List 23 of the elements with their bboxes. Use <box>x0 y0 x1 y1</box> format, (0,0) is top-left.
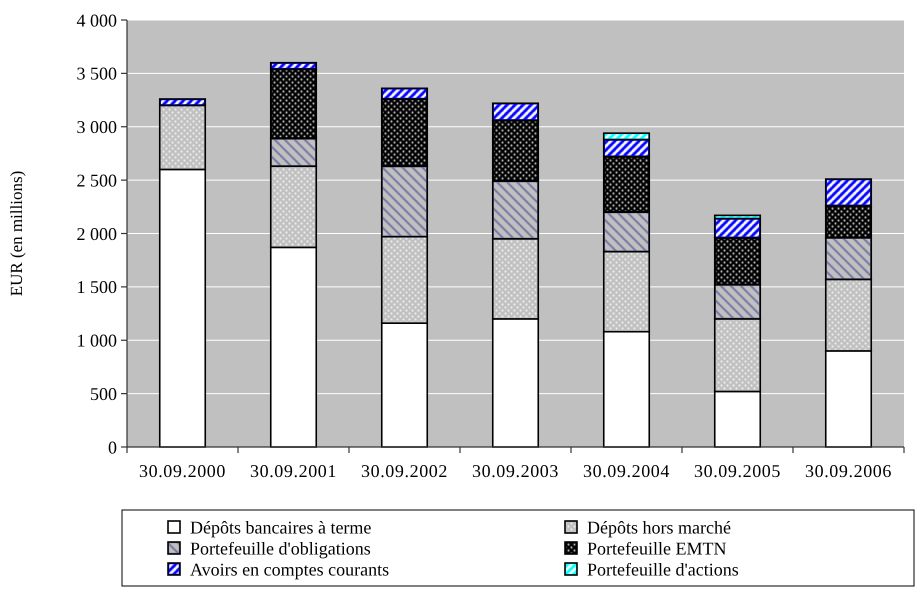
x-tick-label: 30.09.2006 <box>805 461 892 481</box>
y-tick-label: 2 500 <box>76 170 117 190</box>
y-tick-label: 3 500 <box>76 64 117 84</box>
x-tick-label: 30.09.2004 <box>583 461 670 481</box>
legend-label: Avoirs en comptes courants <box>190 559 390 580</box>
x-tick-label: 30.09.2002 <box>361 461 448 481</box>
y-tick-label: 1 000 <box>76 330 117 351</box>
x-tick-label: 30.09.2001 <box>250 461 337 481</box>
x-tick-label: 30.09.2000 <box>139 461 226 481</box>
y-axis-title: EUR (en millions) <box>7 170 26 296</box>
legend-label: Portefeuille d'actions <box>587 559 739 580</box>
legend-label: Portefeuille EMTN <box>587 538 726 558</box>
y-tick-label: 4 000 <box>76 10 117 30</box>
x-tick-label: 30.09.2003 <box>472 461 559 481</box>
x-tick-label: 30.09.2005 <box>694 461 781 481</box>
y-tick-label: 1 500 <box>76 277 117 298</box>
y-tick-label: 2 000 <box>76 224 117 244</box>
legend-label: Dépôts hors marché <box>587 517 731 538</box>
y-tick-label: 3 000 <box>76 117 117 138</box>
y-tick-label: 500 <box>90 384 117 404</box>
y-tick-label: 0 <box>108 437 117 458</box>
legend-label: Portefeuille d'obligations <box>190 538 371 558</box>
legend-label: Dépôts bancaires à terme <box>190 517 372 538</box>
